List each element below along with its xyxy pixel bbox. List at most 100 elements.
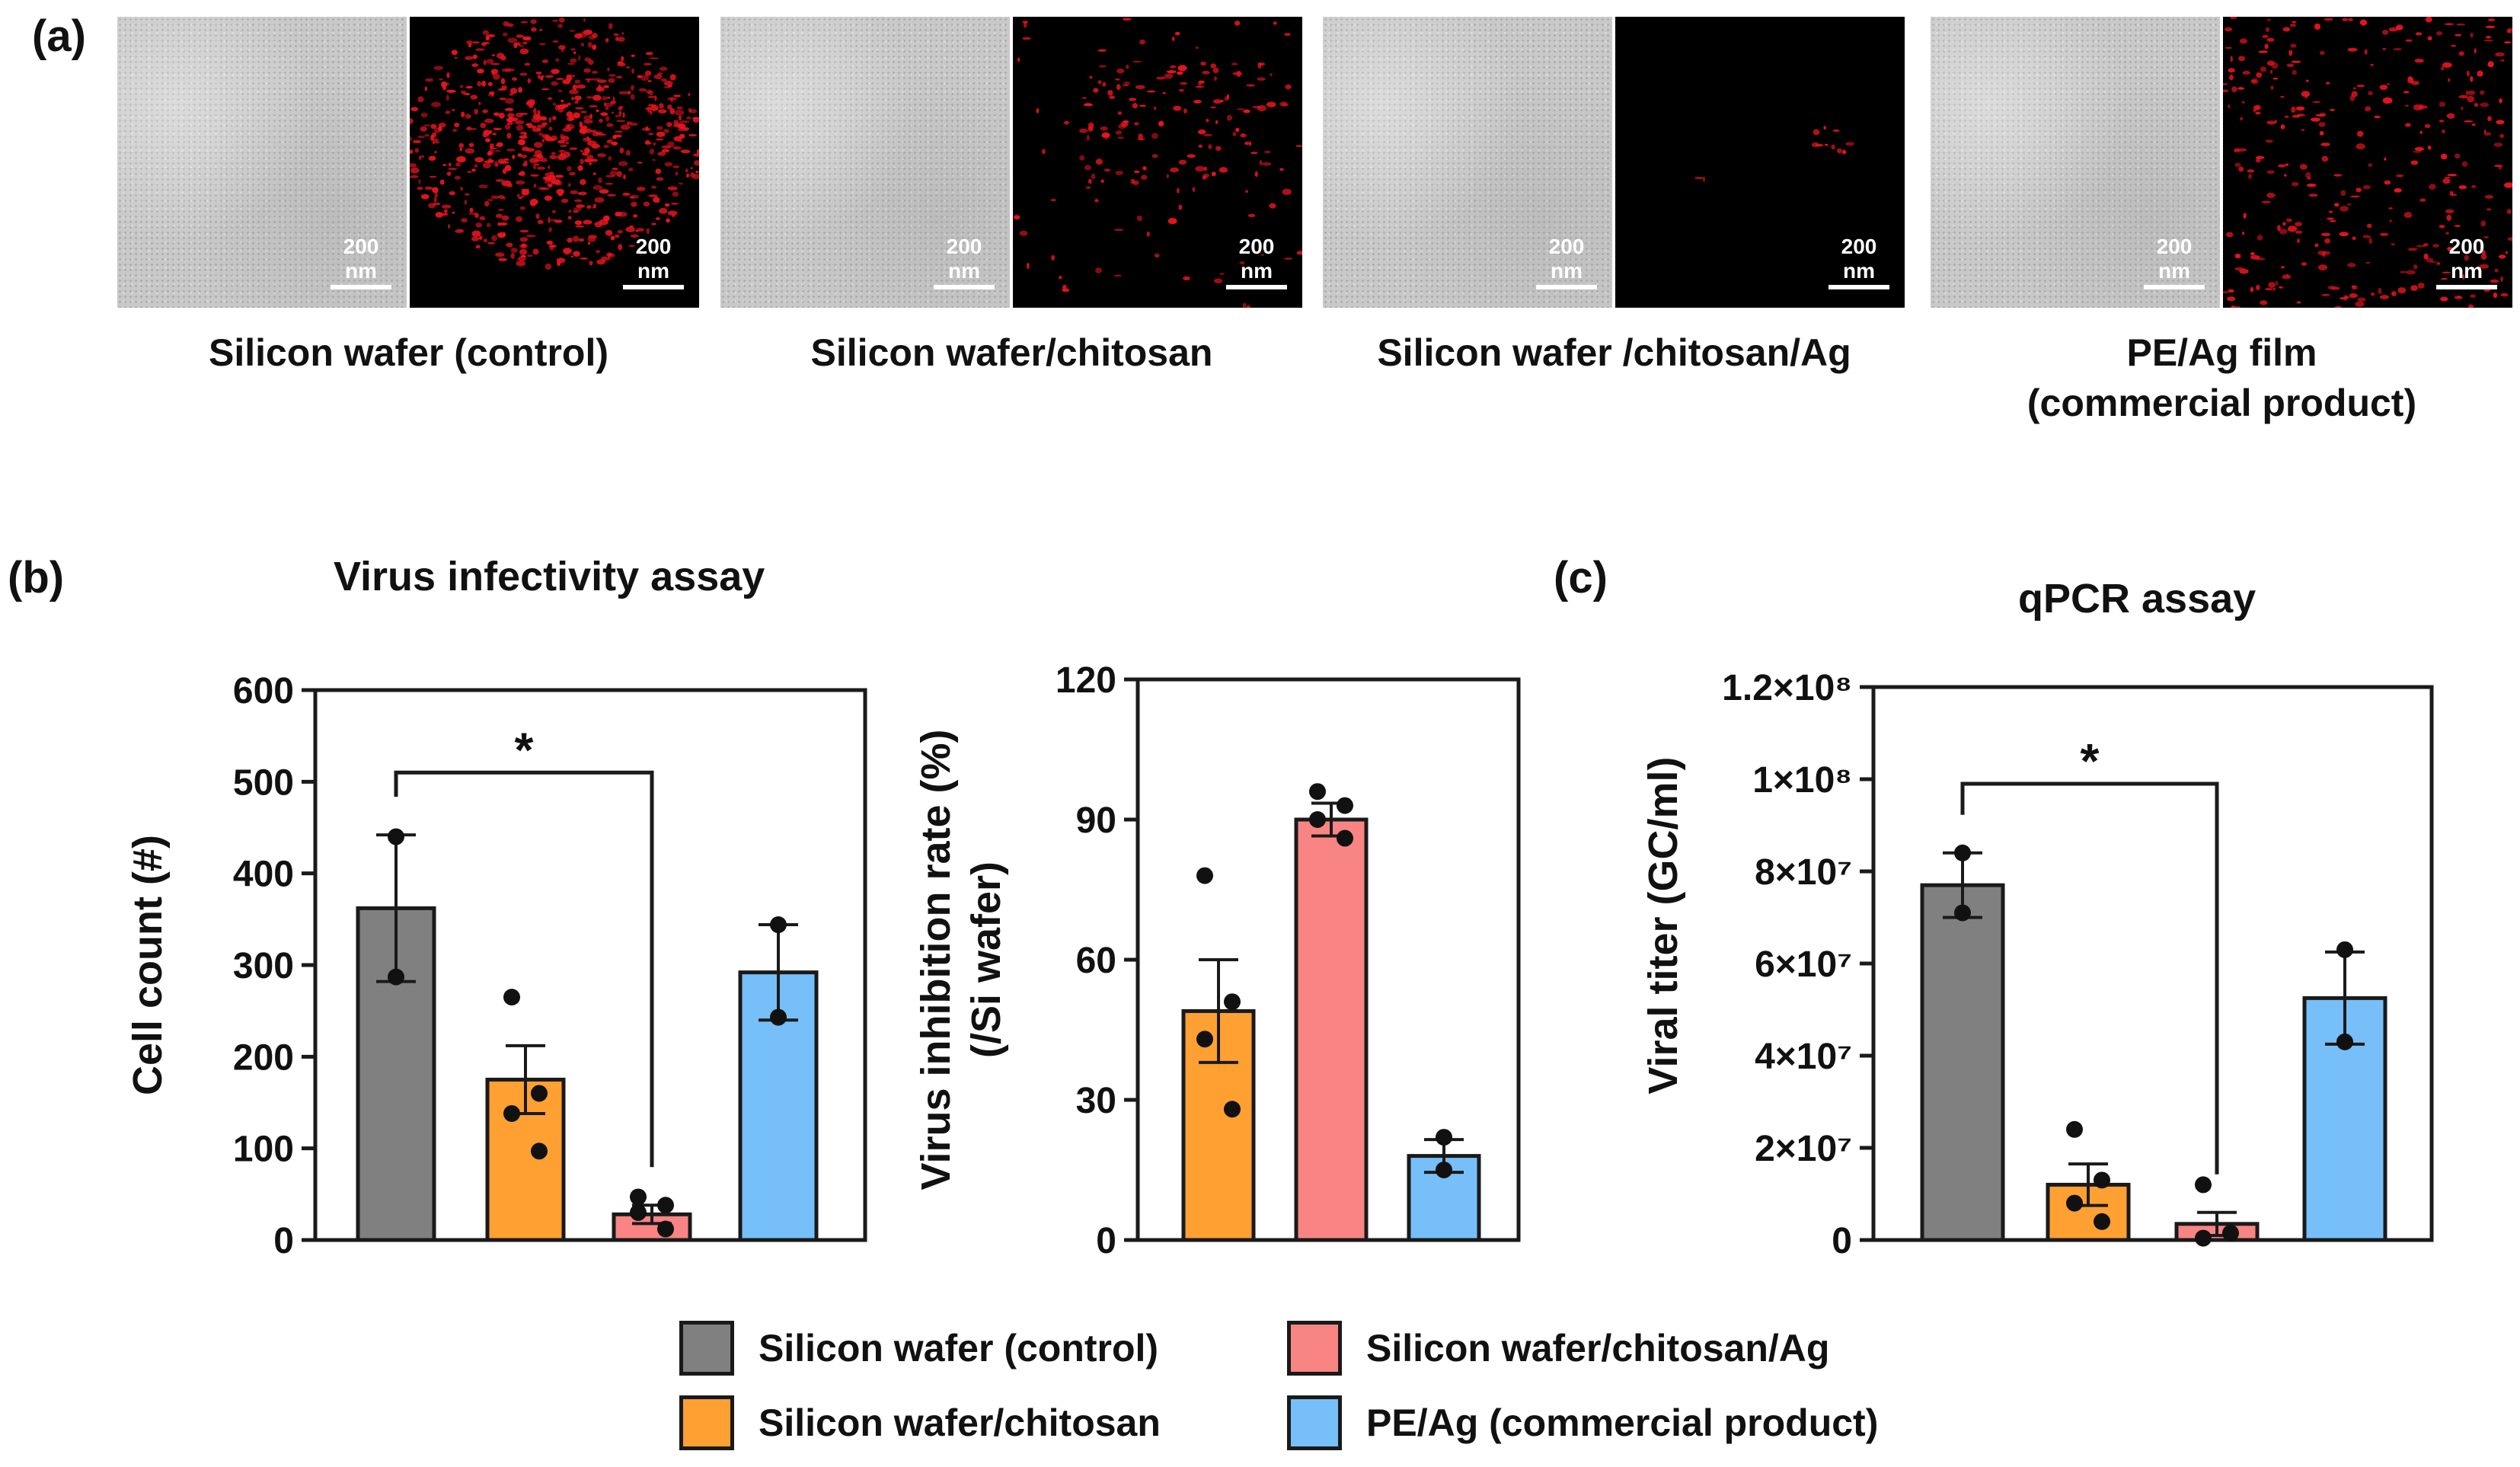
fluorescence-speck <box>2320 232 2331 236</box>
fluorescence-speck <box>2365 261 2371 264</box>
fluorescence-speck <box>651 185 656 189</box>
fluorescence-speck <box>471 168 476 172</box>
fluorescence-speck <box>2355 301 2365 308</box>
scale-bar: 200 nm <box>1536 235 1597 289</box>
fluorescence-speck <box>1083 103 1093 107</box>
fluorescence-speck <box>2268 282 2276 289</box>
fluorescence-speck <box>2425 17 2432 23</box>
fluorescence-speck <box>519 48 529 55</box>
fluorescence-speck <box>547 183 553 188</box>
fluorescence-speck <box>579 128 588 134</box>
fluorescence-speck <box>499 113 505 119</box>
fluorescence-speck <box>2296 301 2301 304</box>
fluorescence-speck <box>2237 56 2246 62</box>
fluorescence-speck <box>1234 21 1241 26</box>
y-tick-label: 60 <box>1076 941 1116 981</box>
fluorescence-speck <box>1295 145 1302 148</box>
fluorescence-image: 200 nm <box>1013 17 1302 308</box>
fluorescence-speck <box>498 222 508 226</box>
fluorescence-speck <box>2340 206 2349 212</box>
fluorescence-speck <box>2230 17 2237 20</box>
fluorescence-speck <box>688 107 691 113</box>
data-point <box>1436 1129 1452 1146</box>
fluorescence-speck <box>499 97 506 101</box>
fluorescence-speck <box>516 193 520 198</box>
y-axis-label: (/Si wafer) <box>963 861 1009 1058</box>
fluorescence-speck <box>2291 106 2296 113</box>
data-point <box>503 1104 520 1122</box>
fluorescence-speck <box>561 99 564 103</box>
fluorescence-speck <box>1213 99 1222 104</box>
fluorescence-speck <box>569 89 579 94</box>
fluorescence-speck <box>2418 104 2424 110</box>
fluorescence-speck <box>2442 62 2452 68</box>
fluorescence-speck <box>1215 145 1222 152</box>
fluorescence-speck <box>446 94 449 101</box>
fluorescence-speck <box>669 108 676 115</box>
fluorescence-speck <box>2440 296 2448 302</box>
fluorescence-image: 200 nm <box>2223 17 2512 308</box>
fluorescence-speck <box>574 220 583 225</box>
fluorescence-speck <box>517 256 526 262</box>
fluorescence-speck <box>1257 105 1266 112</box>
fluorescence-speck <box>675 171 679 176</box>
fluorescence-speck <box>2314 243 2319 248</box>
fluorescence-speck <box>552 40 559 43</box>
fluorescence-speck <box>607 139 610 144</box>
fluorescence-speck <box>410 136 412 142</box>
fluorescence-speck <box>645 52 653 56</box>
fluorescence-speck <box>536 124 546 129</box>
fluorescence-speck <box>1084 165 1091 171</box>
fluorescence-speck <box>1231 62 1238 66</box>
fluorescence-speck <box>596 133 607 136</box>
fluorescence-speck <box>410 163 417 168</box>
fluorescence-speck <box>2328 210 2333 213</box>
fluorescence-speck <box>2324 238 2330 244</box>
fluorescence-speck <box>615 114 620 118</box>
fluorescence-speck <box>2262 34 2269 39</box>
fluorescence-speck <box>541 59 549 63</box>
significance-bracket <box>1960 781 2219 1175</box>
fluorescence-speck <box>1198 144 1203 148</box>
fluorescence-speck <box>672 191 679 197</box>
fluorescence-speck <box>1141 174 1148 181</box>
fluorescence-speck <box>1214 76 1217 82</box>
y-tick-label: 200 <box>233 1037 294 1078</box>
fluorescence-speck <box>1245 190 1248 193</box>
fluorescence-speck <box>596 86 605 92</box>
legend-label: PE/Ag (commercial product) <box>1366 1401 1879 1444</box>
fluorescence-speck <box>2380 232 2389 236</box>
fluorescence-speck <box>572 85 577 91</box>
fluorescence-speck <box>545 263 552 270</box>
fluorescence-speck <box>2280 95 2285 98</box>
data-point <box>1196 1031 1213 1048</box>
fluorescence-speck <box>2493 165 2503 168</box>
data-point <box>2336 1033 2353 1050</box>
fluorescence-speck <box>418 155 422 160</box>
fluorescence-speck <box>2480 254 2487 260</box>
fluorescence-speck <box>2228 104 2231 109</box>
fluorescence-speck <box>1245 110 1250 113</box>
fluorescence-speck <box>2279 229 2288 235</box>
fluorescence-speck <box>1123 81 1130 85</box>
fluorescence-speck <box>2447 174 2458 177</box>
fluorescence-speck <box>597 153 606 158</box>
data-point <box>657 1197 674 1214</box>
fluorescence-speck <box>485 138 491 142</box>
legend-item-control: Silicon wafer (control) <box>679 1318 1158 1379</box>
fluorescence-speck <box>441 81 447 88</box>
fluorescence-speck <box>2329 108 2336 111</box>
fluorescence-speck <box>1192 187 1196 192</box>
fluorescence-speck <box>2229 74 2234 81</box>
fluorescence-speck <box>2445 232 2449 235</box>
fluorescence-speck <box>2471 184 2477 189</box>
fluorescence-speck <box>503 21 509 27</box>
fluorescence-speck <box>616 120 626 122</box>
fluorescence-speck <box>1093 88 1099 93</box>
fluorescence-speck <box>516 180 525 185</box>
fluorescence-speck <box>1195 46 1199 50</box>
y-tick-label: 400 <box>233 855 294 895</box>
fluorescence-speck <box>1273 21 1277 25</box>
fluorescence-speck <box>1129 97 1137 101</box>
fluorescence-speck <box>2490 279 2499 283</box>
